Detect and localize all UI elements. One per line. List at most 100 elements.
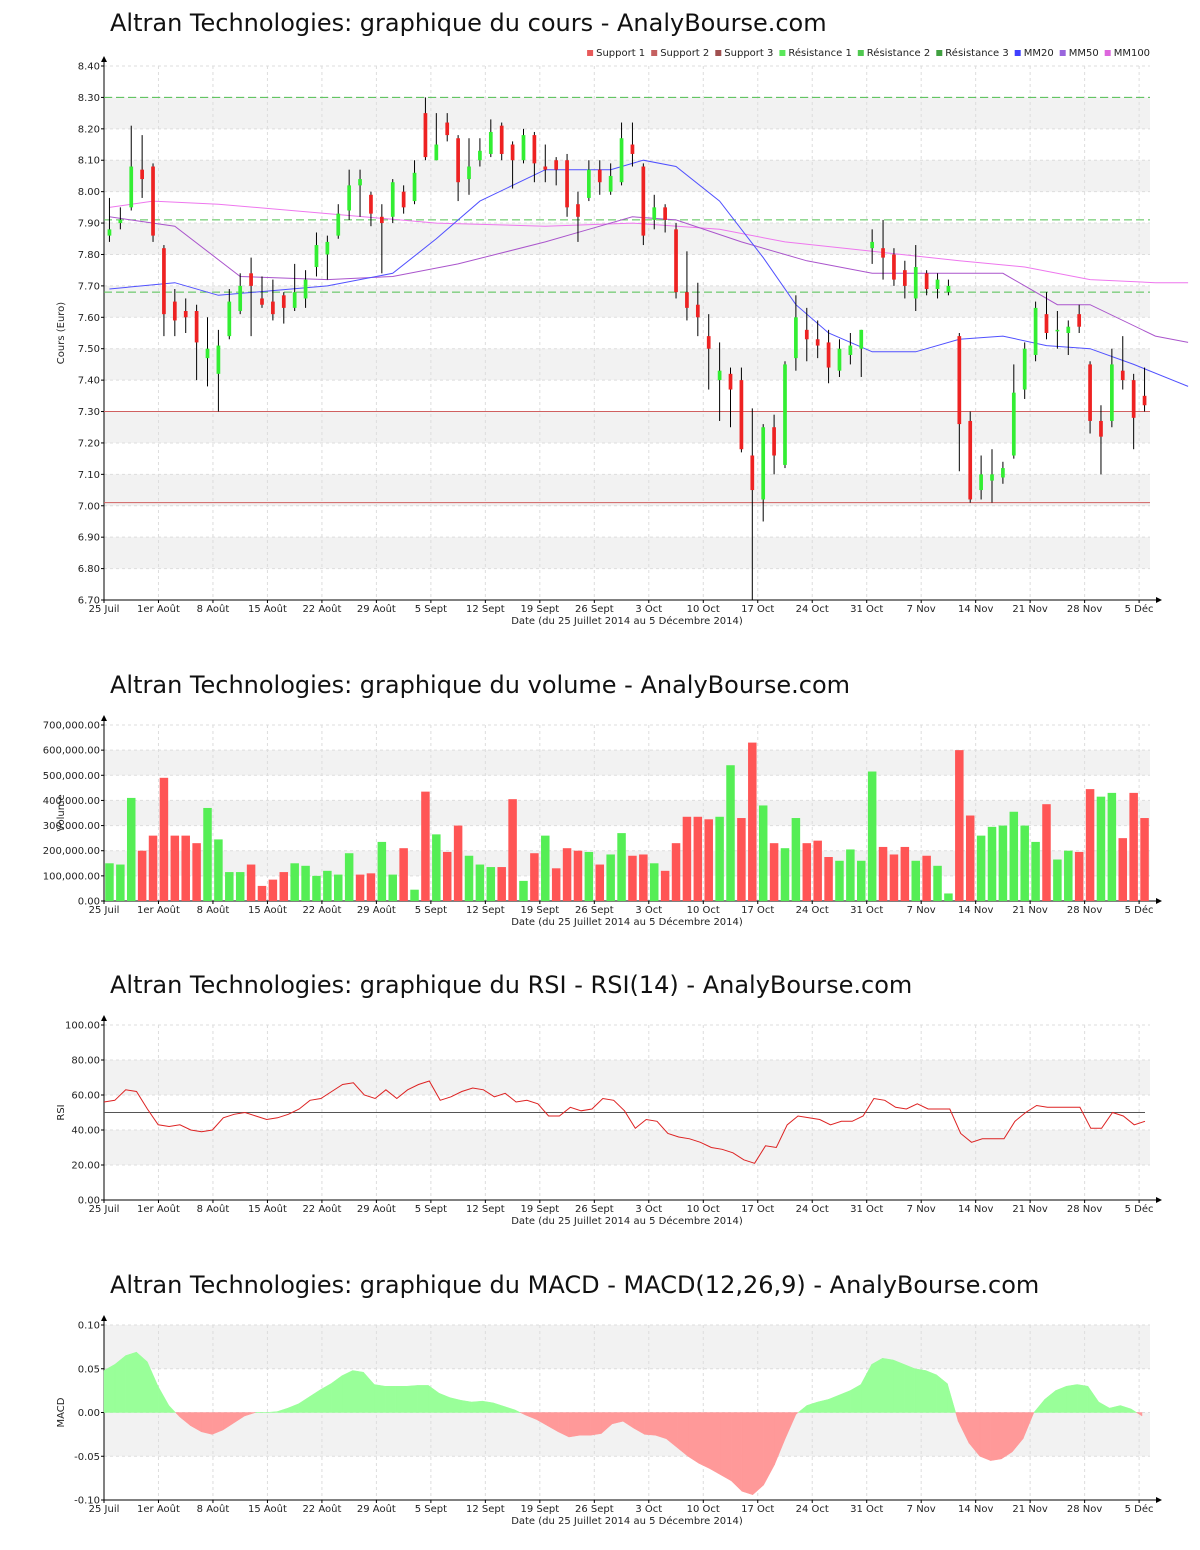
candle: [172, 289, 177, 337]
x-tick-label: 19 Sept: [520, 1504, 559, 1515]
macd-area-segment: [1001, 1412, 1013, 1460]
candle-body: [488, 131, 493, 154]
y-tick-label: 8.00: [78, 187, 100, 198]
candle-body: [456, 138, 460, 183]
volume-bar: [1031, 841, 1040, 901]
candle-body: [946, 285, 951, 293]
candle-body: [194, 311, 199, 343]
candle-body: [140, 169, 144, 180]
volume-bar: [693, 816, 703, 901]
volume-bar: [584, 851, 594, 901]
candle-body: [630, 144, 635, 154]
candle: [467, 138, 471, 195]
grid-band: [104, 750, 1150, 776]
macd-area-segment: [471, 1400, 483, 1413]
candle: [107, 197, 112, 242]
candle: [859, 329, 864, 377]
candle: [1099, 405, 1103, 475]
y-tick-label: 0.00: [78, 897, 100, 908]
candle-body: [815, 339, 820, 346]
x-tick-label: 17 Oct: [741, 1504, 774, 1515]
macd-area-segment: [1087, 1385, 1099, 1413]
candle-body: [652, 207, 657, 220]
grid-band: [104, 348, 1150, 381]
candle: [369, 191, 373, 227]
volume-bar: [541, 835, 550, 901]
volume-bar: [780, 848, 790, 901]
x-tick-label: 12 Sept: [466, 604, 505, 615]
y-tick-label: 7.40: [78, 376, 100, 387]
candle-body: [837, 348, 842, 371]
volume-bar: [965, 815, 975, 901]
y-tick-label: 6.90: [78, 533, 100, 544]
candle: [913, 245, 918, 312]
plot-frame: -0.10 -0.05 0.00 0.05 0.10 25 Juil 1er Août 8 A…: [56, 1315, 1162, 1527]
candle-body: [369, 194, 373, 214]
candle-body: [892, 254, 896, 280]
y-tick-label: 600,000.00: [43, 746, 100, 757]
candle-body: [162, 248, 166, 315]
candle: [129, 125, 134, 211]
candle-body: [1033, 307, 1038, 355]
x-tick-label: 24 Oct: [796, 905, 829, 916]
x-tick-label: 22 Août: [302, 904, 341, 916]
candle-body: [151, 166, 155, 236]
candle-body: [881, 248, 885, 258]
candle-body: [826, 342, 831, 368]
candle-body: [619, 138, 624, 183]
price-chart: 6.70 6.80 6.90 7.00 7.10 7.20 7.30 7.40 7.50 7.60…: [56, 47, 1189, 627]
candle: [183, 298, 188, 333]
macd-area-segment: [103, 1363, 116, 1413]
x-axis-label: Date (du 25 Juillet 2014 au 5 Décembre 2…: [511, 1215, 743, 1227]
rsi-line: [103, 1080, 1146, 1164]
volume-bar: [214, 839, 223, 901]
x-tick-label: 17 Oct: [741, 905, 774, 916]
macd-area-segment: [925, 1370, 937, 1413]
candle-body: [739, 380, 744, 450]
volume-chart-title: Altran Technologies: graphique du volume…: [110, 671, 851, 699]
y-tick-label: 7.90: [78, 219, 100, 230]
x-tick-label: 12 Sept: [466, 905, 505, 916]
candle-body: [1044, 314, 1049, 333]
macd-area-segment: [1044, 1390, 1056, 1413]
candle: [303, 270, 308, 308]
rsi-chart: 0.00 20.00 40.00 60.00 80.00 100.00 25 Juil 1er…: [56, 1015, 1162, 1227]
candle: [565, 153, 569, 217]
candle-body: [761, 427, 766, 500]
y-axis-label: Volume: [56, 794, 67, 831]
volume-bar: [334, 874, 343, 901]
x-tick-label: 3 Oct: [635, 905, 662, 916]
candle-body: [1131, 380, 1136, 418]
y-tick-label: 40.00: [71, 1126, 100, 1137]
x-tick-label: 29 Août: [357, 1203, 396, 1215]
y-tick-label: 300,000.00: [43, 821, 100, 832]
x-tick-label: 26 Sept: [575, 604, 614, 615]
macd-area-segment: [871, 1357, 883, 1413]
legend-swatch: [936, 50, 943, 56]
volume-bar: [682, 816, 692, 901]
legend-label: Résistance 2: [867, 47, 930, 59]
legend-swatch: [1014, 50, 1021, 56]
volume-bar: [726, 765, 735, 901]
x-tick-label: 19 Sept: [520, 604, 559, 615]
candle: [979, 455, 983, 500]
candle: [390, 179, 395, 224]
macd-area-segment: [503, 1406, 516, 1413]
candle-body: [260, 298, 264, 305]
grid-band: [104, 1325, 1150, 1369]
volume-bar: [617, 833, 626, 901]
y-axis-arrow: [101, 715, 107, 721]
legend-item: Support 3: [715, 48, 773, 59]
candle-body: [358, 179, 362, 186]
candle: [728, 367, 733, 428]
grid-band: [104, 800, 1150, 826]
volume-bar: [1074, 851, 1084, 901]
candle-body: [532, 135, 537, 164]
x-tick-label: 29 Août: [357, 603, 396, 615]
volume-bar: [1042, 804, 1051, 901]
candle: [554, 157, 559, 186]
x-tick-label: 7 Nov: [907, 905, 936, 916]
candle: [1022, 342, 1027, 399]
volume-bar: [573, 850, 583, 901]
macd-area-segment: [244, 1412, 256, 1417]
